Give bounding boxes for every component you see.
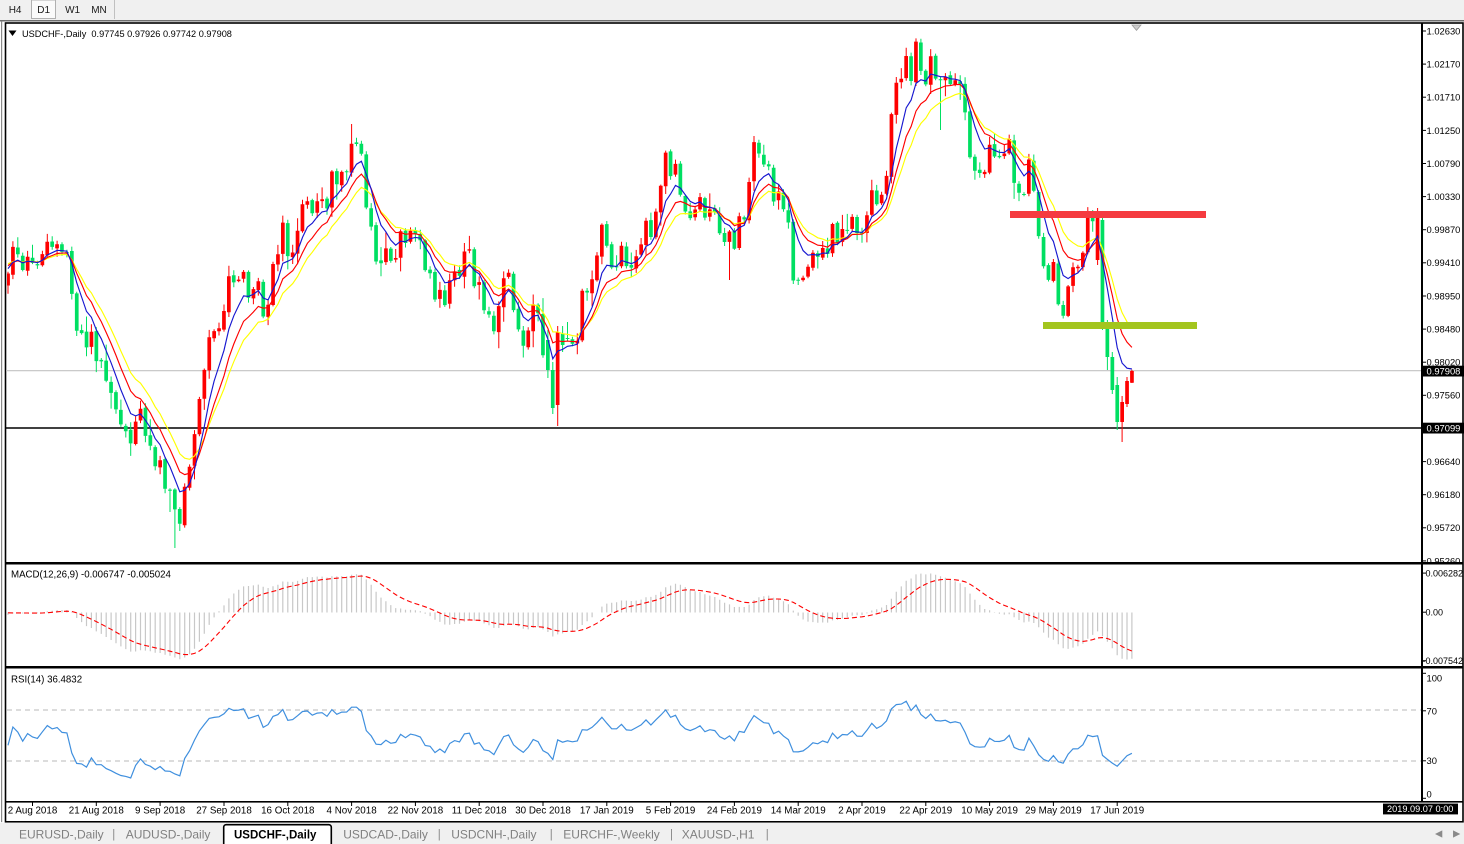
- svg-text:|: |: [766, 829, 769, 841]
- svg-text:0.99870: 0.99870: [1427, 224, 1461, 235]
- svg-text:2 Apr 2019: 2 Apr 2019: [838, 806, 885, 817]
- svg-text:MACD(12,26,9) -0.006747 -0.005: MACD(12,26,9) -0.006747 -0.005024: [11, 570, 172, 581]
- svg-text:RSI(14) 36.4832: RSI(14) 36.4832: [11, 675, 82, 686]
- svg-text:0.97908: 0.97908: [1427, 365, 1461, 376]
- svg-text:22 Apr 2019: 22 Apr 2019: [899, 806, 952, 817]
- svg-text:1.01710: 1.01710: [1427, 92, 1461, 103]
- svg-text:◀: ◀: [1435, 829, 1443, 840]
- svg-text:24 Feb 2019: 24 Feb 2019: [707, 806, 762, 817]
- svg-text:1.00330: 1.00330: [1427, 191, 1461, 202]
- svg-text:0.99410: 0.99410: [1427, 257, 1461, 268]
- svg-text:27 Sep 2018: 27 Sep 2018: [196, 806, 252, 817]
- svg-text:29 May 2019: 29 May 2019: [1025, 806, 1082, 817]
- svg-text:USDCHF-,Daily 0.97745 0.97926: USDCHF-,Daily 0.97745 0.97926 0.97742 0.…: [22, 29, 232, 39]
- svg-text:0.95260: 0.95260: [1427, 555, 1461, 566]
- svg-text:1.00790: 1.00790: [1427, 158, 1461, 169]
- svg-text:0.98950: 0.98950: [1427, 290, 1461, 301]
- svg-text:D1: D1: [37, 5, 50, 16]
- svg-text:EURCHF-,Weekly: EURCHF-,Weekly: [563, 827, 659, 841]
- svg-text:0.96640: 0.96640: [1427, 456, 1461, 467]
- svg-text:0.97560: 0.97560: [1427, 390, 1461, 401]
- svg-text:0: 0: [1427, 788, 1432, 799]
- svg-text:0.006282: 0.006282: [1426, 568, 1464, 578]
- svg-text:▶: ▶: [1453, 829, 1461, 840]
- svg-text:5 Feb 2019: 5 Feb 2019: [646, 806, 696, 817]
- svg-text:11 Dec 2018: 11 Dec 2018: [452, 806, 507, 817]
- svg-text:USDCHF-,Daily: USDCHF-,Daily: [234, 829, 317, 841]
- svg-text:30 Dec 2018: 30 Dec 2018: [515, 806, 571, 817]
- svg-text:AUDUSD-,Daily: AUDUSD-,Daily: [126, 827, 211, 841]
- svg-text:H4: H4: [9, 5, 22, 16]
- svg-text:21 Aug 2018: 21 Aug 2018: [69, 806, 125, 817]
- svg-text:100: 100: [1427, 673, 1443, 684]
- svg-text:10 May 2019: 10 May 2019: [961, 806, 1018, 817]
- svg-text:XAUUSD-,H1: XAUUSD-,H1: [682, 827, 755, 841]
- svg-text:16 Oct 2018: 16 Oct 2018: [261, 806, 315, 817]
- svg-text:0.97099: 0.97099: [1427, 422, 1461, 433]
- svg-text:22 Nov 2018: 22 Nov 2018: [388, 806, 444, 817]
- svg-text:1.02170: 1.02170: [1427, 59, 1461, 70]
- svg-text:USDCNH-,Daily: USDCNH-,Daily: [451, 827, 536, 841]
- svg-text:70: 70: [1427, 705, 1437, 716]
- svg-text:17 Jan 2019: 17 Jan 2019: [580, 806, 634, 817]
- svg-text:2 Aug 2018: 2 Aug 2018: [8, 806, 58, 817]
- svg-text:-0.007542: -0.007542: [1423, 656, 1464, 666]
- svg-text:4 Nov 2018: 4 Nov 2018: [327, 806, 378, 817]
- svg-text:0.98020: 0.98020: [1427, 357, 1461, 368]
- svg-text:0.00: 0.00: [1426, 608, 1444, 618]
- svg-text:17 Jun 2019: 17 Jun 2019: [1090, 806, 1144, 817]
- svg-text:|: |: [670, 829, 673, 841]
- svg-text:USDCAD-,Daily: USDCAD-,Daily: [343, 827, 428, 841]
- svg-text:14 Mar 2019: 14 Mar 2019: [771, 806, 826, 817]
- svg-text:W1: W1: [65, 5, 80, 16]
- svg-text:|: |: [550, 829, 553, 841]
- svg-text:9 Sep 2018: 9 Sep 2018: [135, 806, 186, 817]
- svg-text:1.02630: 1.02630: [1427, 25, 1461, 36]
- svg-text:EURUSD-,Daily: EURUSD-,Daily: [19, 827, 104, 841]
- svg-text:MN: MN: [91, 5, 107, 16]
- svg-text:0.95720: 0.95720: [1427, 522, 1461, 533]
- svg-text:30: 30: [1427, 755, 1437, 766]
- svg-text:0.98480: 0.98480: [1427, 324, 1461, 335]
- svg-text:2019.09.07 0:00: 2019.09.07 0:00: [1387, 804, 1453, 814]
- svg-text:1.01250: 1.01250: [1427, 125, 1461, 136]
- svg-text:|: |: [112, 829, 115, 841]
- svg-text:|: |: [438, 829, 441, 841]
- svg-text:0.96180: 0.96180: [1427, 489, 1461, 500]
